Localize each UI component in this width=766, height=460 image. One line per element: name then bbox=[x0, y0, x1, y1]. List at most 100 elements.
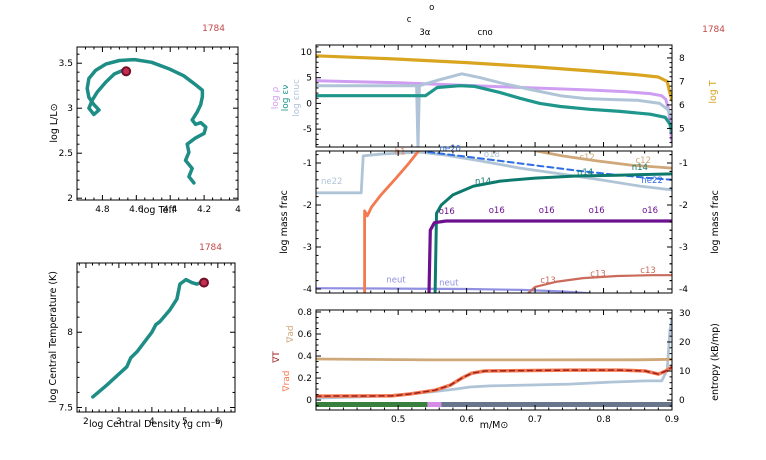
curve-h1 bbox=[363, 151, 421, 293]
x-tick-label: 4.4 bbox=[163, 205, 178, 215]
axes-frame bbox=[76, 46, 239, 201]
curve-label-o16: o16 bbox=[439, 207, 455, 217]
x-tick-label: 4.6 bbox=[129, 205, 144, 215]
r-tick-label: 6 bbox=[679, 101, 685, 111]
burn-label-cno: cno bbox=[477, 28, 492, 38]
y-tick-label: 7.5 bbox=[59, 403, 73, 413]
y-tick-label: 0.2 bbox=[298, 374, 312, 384]
x-axis-title: m/M⊙ bbox=[480, 420, 509, 431]
y-axis-title-2: ∇rad bbox=[282, 371, 292, 393]
y-tick-label: 10 bbox=[301, 48, 313, 58]
y-tick-label: 0.8 bbox=[298, 308, 313, 318]
r-tick-label: 5 bbox=[679, 124, 685, 134]
x-axis-title: log Teff bbox=[141, 205, 176, 216]
radiative-region bbox=[441, 402, 672, 407]
y-tick-label-right: -2 bbox=[679, 201, 688, 211]
y-tick-label: -2 bbox=[303, 201, 312, 211]
x-tick-label: 0.5 bbox=[391, 415, 405, 425]
y-tick-label: 8 bbox=[67, 328, 73, 338]
r-tick-label: 10 bbox=[679, 367, 691, 377]
y-tick-label: -1 bbox=[303, 159, 312, 169]
y-tick-label: 0 bbox=[306, 396, 312, 406]
x-tick-label: 0.7 bbox=[528, 415, 542, 425]
y-tick-label: -4 bbox=[303, 285, 312, 295]
y-axis-title-right: log T bbox=[708, 80, 719, 104]
curve-label-c13: c13 bbox=[640, 266, 656, 276]
panel-p1: 4 4.2 4.4 4.6 4.8 2 2.5 3 3.5 log Teff log L/L⊙ 178… bbox=[49, 24, 241, 216]
y-axis-title-0: ∇ad bbox=[286, 325, 296, 343]
curve-label-neut: neut bbox=[439, 279, 459, 289]
curve-c12 bbox=[533, 151, 672, 170]
y-tick-label-right: -4 bbox=[679, 285, 688, 295]
current-model-marker bbox=[198, 277, 209, 288]
y-axis-title-1: log εν bbox=[281, 85, 291, 111]
curve-label-ne20: ne20 bbox=[439, 144, 460, 154]
curve-label-o16: o16 bbox=[589, 206, 605, 216]
curve-c13 bbox=[527, 274, 672, 293]
y-axis-title: log Central Temperature (K) bbox=[48, 271, 59, 403]
x-tick-label: 4 bbox=[149, 417, 155, 427]
y-axis-title-0: log ρ bbox=[271, 87, 281, 110]
curve-label-n14: n14 bbox=[475, 177, 491, 187]
x-tick-label: 5 bbox=[182, 417, 188, 427]
curve-ne20-blue bbox=[427, 151, 672, 181]
y-tick-label: 0.6 bbox=[298, 330, 313, 340]
current-model-marker bbox=[121, 66, 132, 77]
model-number: 1784 bbox=[199, 243, 222, 253]
y-axis-title-1: ∇T bbox=[272, 351, 282, 364]
curve-evolution-track bbox=[85, 57, 208, 185]
y-tick-label: 0 bbox=[306, 99, 312, 109]
y-axis-title: log L/L⊙ bbox=[49, 103, 60, 142]
y-tick-label: 3 bbox=[67, 104, 73, 114]
curve-label-o16: o16 bbox=[539, 206, 555, 216]
x-tick-label: 3 bbox=[116, 417, 122, 427]
curve-label-n14: n14 bbox=[577, 168, 593, 178]
y-axis-title-2: log εnuc bbox=[292, 79, 302, 117]
y-tick-label: 2 bbox=[67, 194, 73, 204]
curve-grad-T bbox=[316, 366, 672, 397]
curve-o16 bbox=[427, 219, 672, 293]
x-tick-label: 0.6 bbox=[459, 415, 474, 425]
panel-p2: 2 3 4 5 6 7.5 8 log Central Density (g cm⁻³) log… bbox=[48, 243, 236, 430]
curve-log-eps-nuc bbox=[316, 72, 672, 147]
y-tick-label: -3 bbox=[303, 243, 312, 253]
panel-p5: 0.5 0.6 0.7 0.8 0.9 0 0.2 0.4 0.6 0.8 0 10 20 30 m/M⊙ ∇… bbox=[272, 308, 721, 431]
model-number: 1784 bbox=[202, 24, 225, 34]
y-tick-label: 0.4 bbox=[298, 352, 313, 362]
curve-label-ne22: ne22 bbox=[641, 176, 662, 186]
curve-label-o16: o16 bbox=[642, 206, 658, 216]
y-tick-label: 2.5 bbox=[59, 149, 73, 159]
x-tick-label: 4.2 bbox=[197, 205, 211, 215]
burn-label-o: o bbox=[429, 3, 434, 13]
mixing-boundary bbox=[427, 402, 442, 407]
r-tick-label: 0 bbox=[679, 396, 685, 406]
curve-grad-ad bbox=[316, 357, 672, 362]
curve-n14 bbox=[433, 172, 672, 293]
curve-label-neut: neut bbox=[386, 275, 406, 285]
x-tick-label: 2 bbox=[83, 417, 89, 427]
curve-label-o18: o18 bbox=[484, 150, 500, 160]
y-tick-label: -5 bbox=[303, 125, 312, 135]
curve-label-ne22: ne22 bbox=[321, 177, 342, 187]
x-axis-title: log Central Density (g cm⁻³) bbox=[89, 419, 223, 430]
x-tick-label: 0.9 bbox=[665, 415, 680, 425]
y-tick-label: 3.5 bbox=[59, 59, 73, 69]
axes-frame bbox=[76, 262, 236, 413]
convective-region bbox=[316, 402, 428, 407]
curve-neut bbox=[316, 287, 591, 293]
burn-label-3α: 3α bbox=[419, 28, 430, 38]
curve-label-c12: c12 bbox=[635, 156, 651, 166]
y-tick-label-right: -1 bbox=[679, 159, 688, 169]
curve-log-eps-nu bbox=[316, 84, 672, 134]
model-number: 1784 bbox=[702, 25, 725, 35]
r-tick-label: 8 bbox=[679, 54, 685, 64]
curve-ne22-o18-gray bbox=[316, 151, 672, 195]
y-axis-title: log mass frac bbox=[279, 190, 290, 254]
r-tick-label: 20 bbox=[679, 338, 691, 348]
curve-label-o16: o16 bbox=[489, 206, 505, 216]
curve-label-h1: h1 bbox=[395, 148, 406, 158]
x-tick-label: 6 bbox=[215, 417, 221, 427]
y-axis-title-right: log mass frac bbox=[710, 190, 721, 254]
burn-label-c: c bbox=[407, 15, 412, 25]
